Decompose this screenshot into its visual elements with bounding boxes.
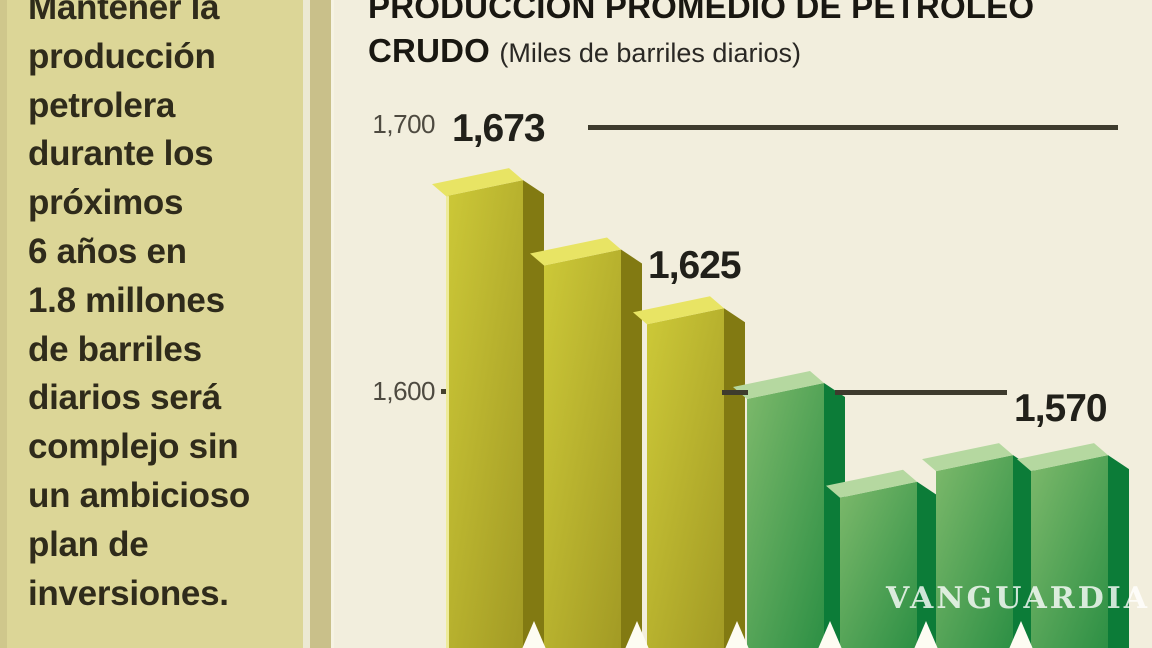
panel-divider-highlight-2 <box>331 0 334 648</box>
watermark: VANGUARDIA|MX <box>886 581 1152 616</box>
bar-bottom-wedge <box>1009 621 1033 648</box>
ytick-1600: 1,600 <box>372 376 435 406</box>
sidebar-text-line: próximos <box>28 183 184 223</box>
panel-divider-highlight <box>303 0 310 648</box>
sidebar-text-line: plan de <box>28 524 149 564</box>
data-label-1673: 1,673 <box>452 107 546 150</box>
bar-5 <box>818 469 938 648</box>
sidebar-text-line: producción <box>28 36 216 76</box>
ytick-1500: 1,500 <box>330 643 435 648</box>
sidebar-text-line: 1.8 millones <box>28 280 225 320</box>
chart-title: PRODUCCIÓN PROMEDIO DE PETRÓLEO CRUDO (M… <box>368 0 1138 75</box>
bar-2 <box>522 237 642 648</box>
ytick-1700: 1,700 <box>372 109 435 139</box>
bar-4 <box>725 371 845 648</box>
sidebar-text-line: Mantener la <box>28 0 220 27</box>
sidebar-text-line: durante los <box>28 134 214 174</box>
sidebar-text-line: complejo sin <box>28 427 239 467</box>
data-label-1625: 1,625 <box>648 244 742 287</box>
sidebar-commentary: Mantener la producción petrolera durante lo… <box>28 0 298 618</box>
sidebar-text-line: inversiones. <box>28 573 229 613</box>
bar-bottom-wedge <box>818 621 842 648</box>
leader-line-1570-right <box>835 390 1007 395</box>
leader-line-1673 <box>588 125 1118 130</box>
bar-bottom-wedge <box>522 621 546 648</box>
chart-title-line2: CRUDO (Miles de barriles diarios) <box>368 29 1138 75</box>
sidebar-left-edge <box>0 0 7 648</box>
leader-line-1570-left <box>722 390 748 395</box>
bar-bottom-wedge <box>914 621 938 648</box>
bar-6 <box>914 443 1034 648</box>
bar-3 <box>625 296 745 648</box>
watermark-suffix: |MX <box>1150 583 1152 614</box>
sidebar-text-line: un ambicioso <box>28 475 250 515</box>
watermark-brand: VANGUARDIA <box>886 581 1151 616</box>
bar-1 <box>432 168 544 648</box>
sidebar-text-line: petrolera <box>28 85 176 125</box>
data-label-1570: 1,570 <box>1014 387 1108 430</box>
chart-title-crudo: CRUDO <box>368 32 490 69</box>
sidebar-text-line: diarios será <box>28 378 221 418</box>
panel-divider-strip <box>310 0 331 648</box>
sidebar-panel: Mantener la producción petrolera durante lo… <box>0 0 303 648</box>
chart-title-line1: PRODUCCIÓN PROMEDIO DE PETRÓLEO <box>368 0 1035 25</box>
bar-bottom-wedge <box>725 621 749 648</box>
bar-bottom-wedge <box>625 621 649 648</box>
sidebar-text-line: 6 años en <box>28 231 187 271</box>
chart-subtitle: (Miles de barriles diarios) <box>499 38 801 68</box>
sidebar-text-line: de barriles <box>28 329 202 369</box>
bar-7 <box>1009 443 1129 648</box>
